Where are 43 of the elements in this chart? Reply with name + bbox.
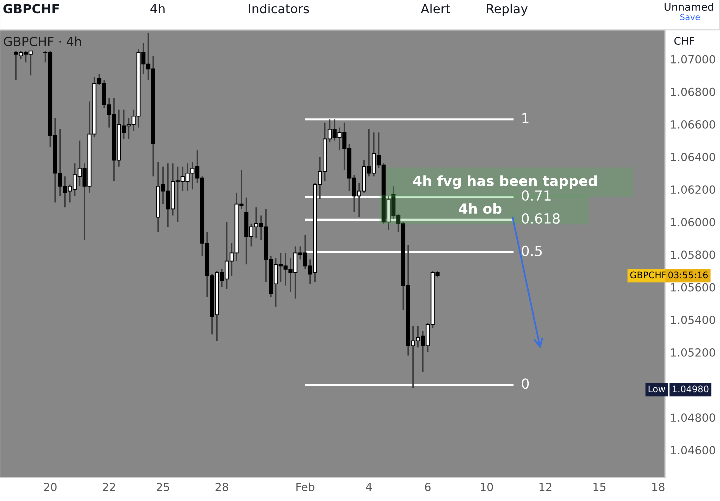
text: Save xyxy=(680,14,700,20)
y-tick-label: 1.04600 xyxy=(671,446,716,455)
band-label: 4h fvg has been tapped xyxy=(413,176,597,190)
text: Alert xyxy=(421,4,450,14)
text: 1.04980 xyxy=(672,386,709,393)
y-tick-label: 1.05800 xyxy=(671,250,716,260)
x-tick-label: 10 xyxy=(480,483,494,492)
x-tick-label: 12 xyxy=(540,483,552,492)
text: Replay xyxy=(487,4,528,16)
band-label: 4h ob xyxy=(459,203,502,214)
annotation: 0.5 xyxy=(522,246,542,256)
annotation: 0 xyxy=(522,378,530,390)
x-tick-label: 15 xyxy=(594,483,606,492)
x-tick-label: Feb xyxy=(296,482,315,492)
annotation: 0.618 xyxy=(522,213,560,224)
x-tick-label: 25 xyxy=(157,483,170,492)
x-tick-label: 18 xyxy=(652,483,665,492)
y-tick-label: 1.04800 xyxy=(671,414,716,422)
chart-title: GBPCHF · 4h xyxy=(4,36,82,46)
y-tick-label: 1.06000 xyxy=(671,218,716,227)
x-tick-label: 28 xyxy=(216,483,228,492)
text: GBPCHF xyxy=(4,4,60,14)
x-tick-label: 22 xyxy=(103,483,116,492)
text: Indicators xyxy=(249,4,310,14)
y-tick-label: 1.06400 xyxy=(671,153,716,162)
y-tick-label: 1.05600 xyxy=(671,283,716,292)
y-tick-label: 1.06800 xyxy=(671,88,716,96)
text: Unnamed xyxy=(664,2,714,12)
text: 03:55:16 xyxy=(668,272,708,279)
text: CHF xyxy=(674,37,694,46)
x-tick-label: 4 xyxy=(366,483,372,492)
text: 4h xyxy=(150,4,165,14)
annotation: 0.71 xyxy=(522,190,551,202)
annotation: Low xyxy=(648,386,666,393)
annotation: 1 xyxy=(522,113,529,124)
x-tick-label: 6 xyxy=(425,483,431,492)
y-tick-label: 1.05200 xyxy=(671,348,716,357)
y-tick-label: 1.06600 xyxy=(671,120,716,129)
y-tick-label: 1.05400 xyxy=(671,316,716,324)
y-tick-label: 1.07000 xyxy=(671,55,716,64)
x-tick-label: 20 xyxy=(44,483,57,492)
y-tick-label: 1.06200 xyxy=(671,186,716,194)
annotation: GBPCHF xyxy=(630,272,666,279)
